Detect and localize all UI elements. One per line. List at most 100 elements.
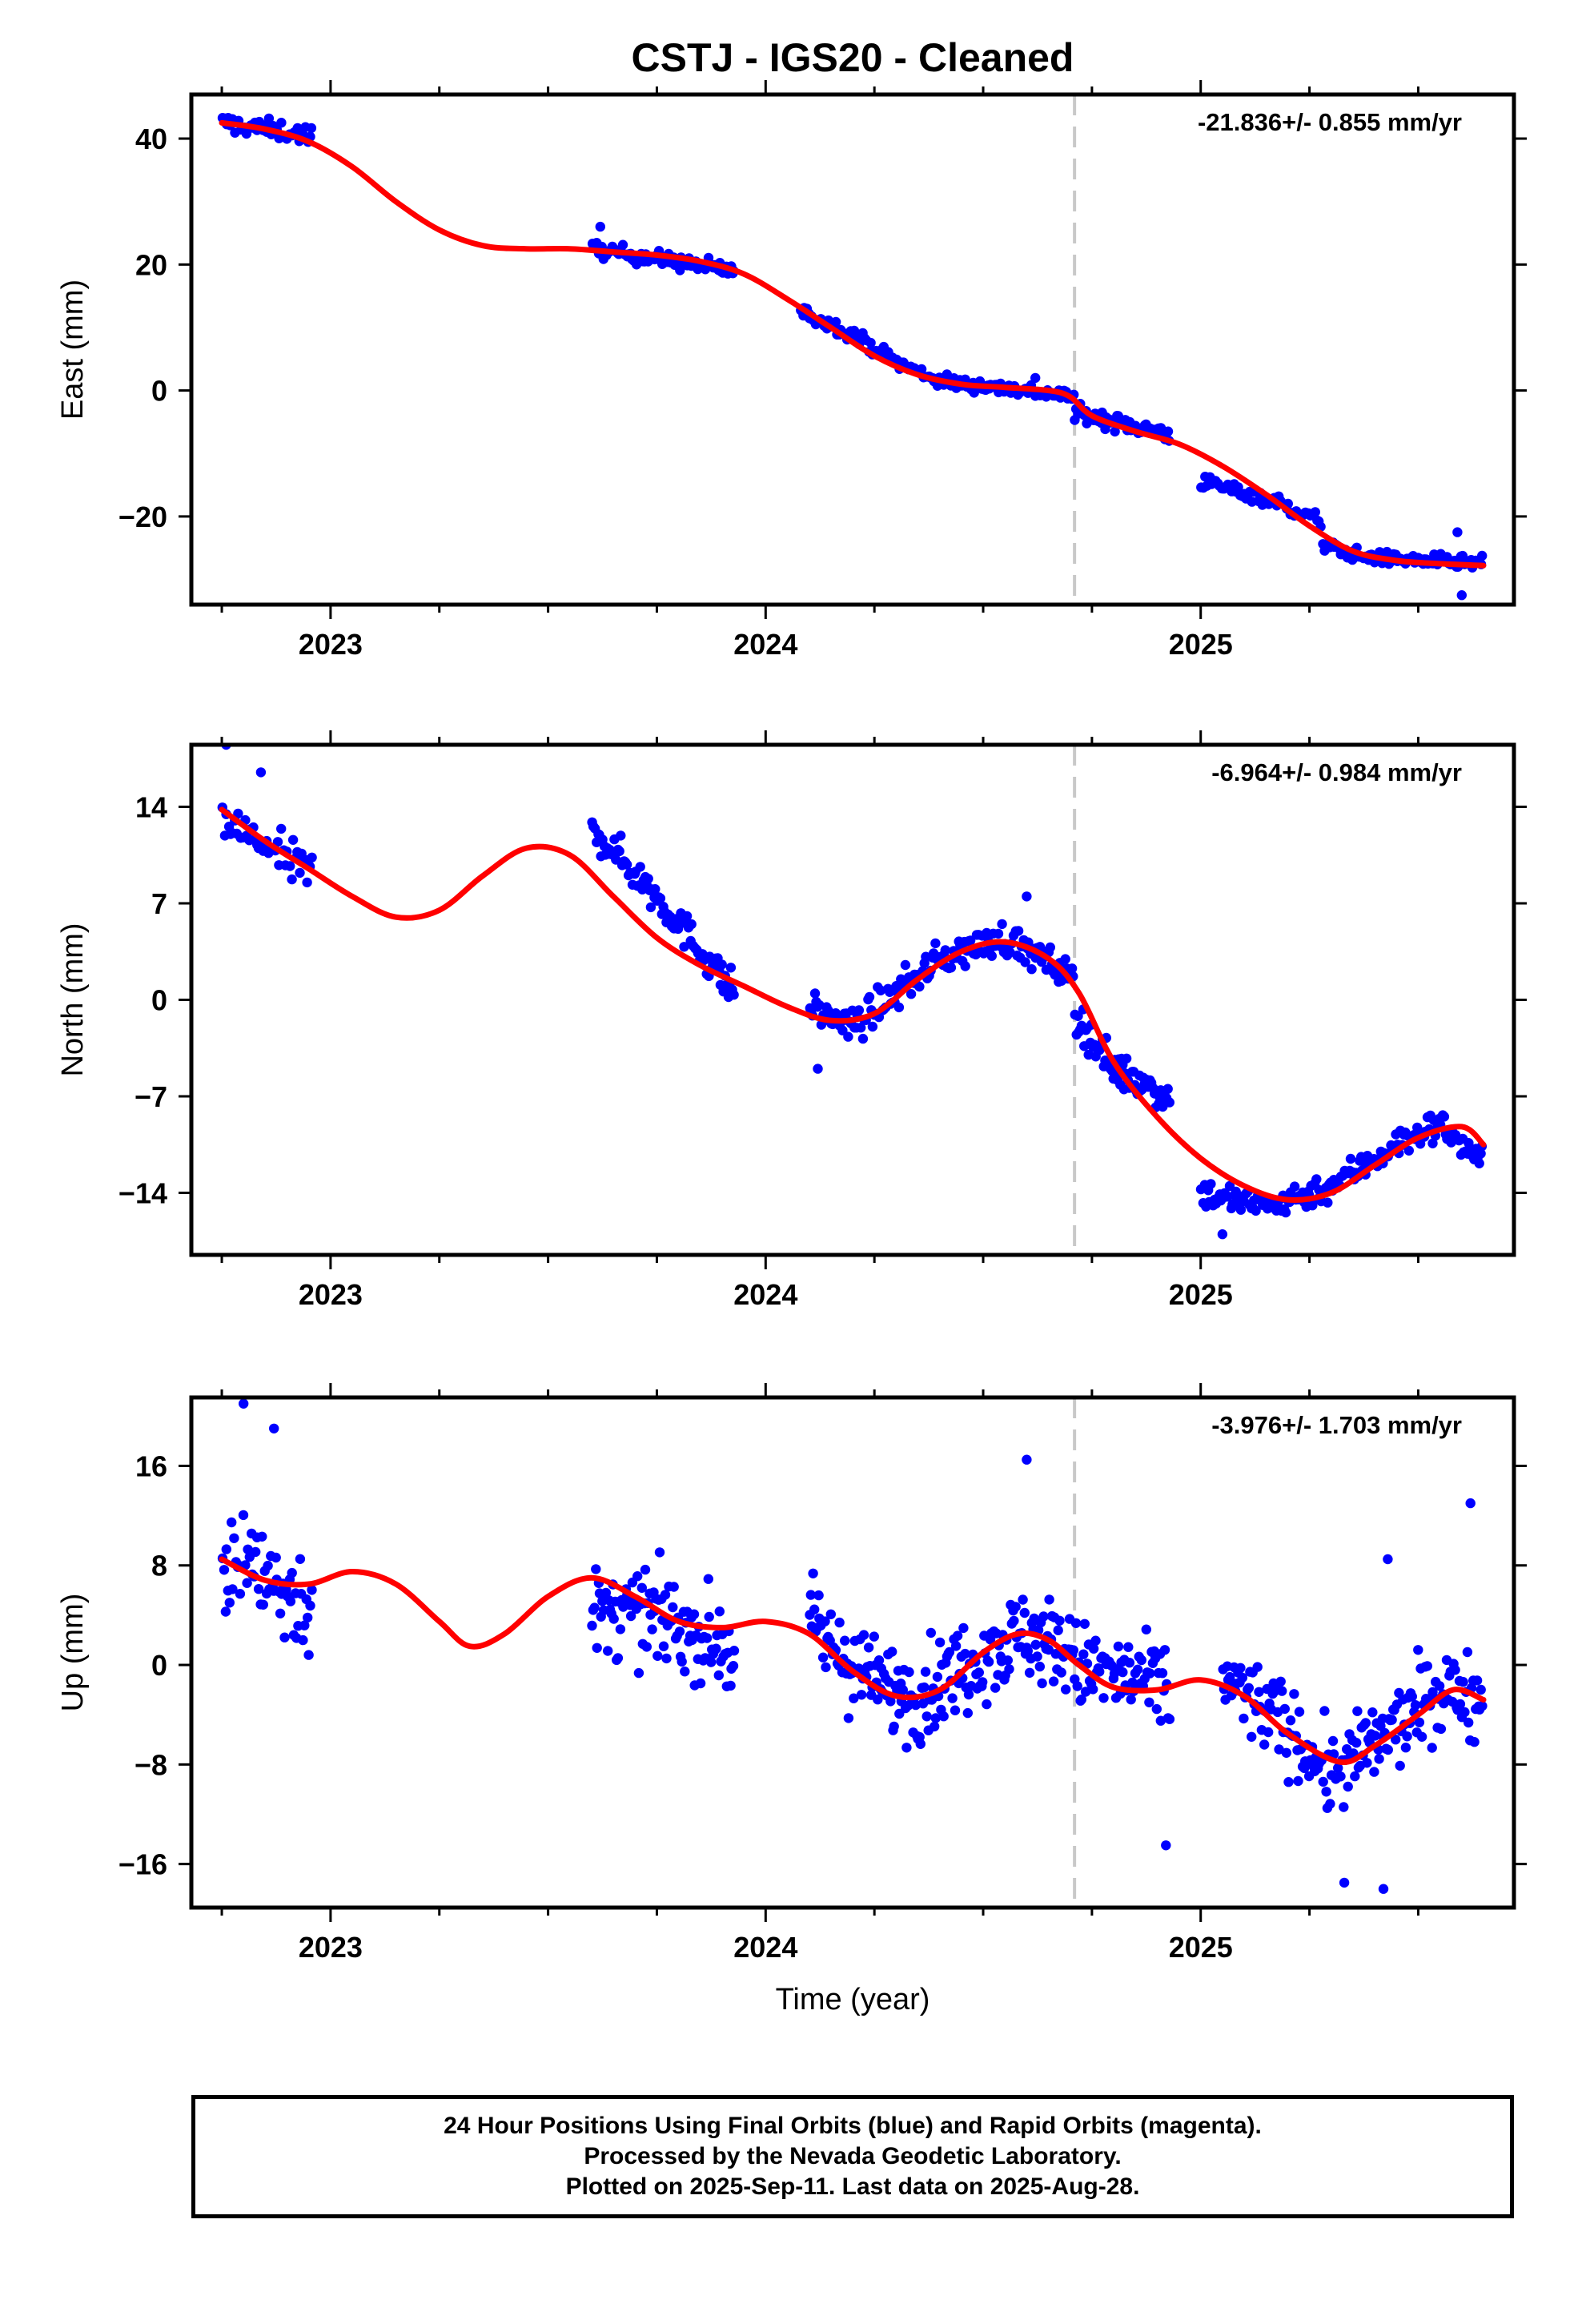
footer-caption: 24 Hour Positions Using Final Orbits (bl… xyxy=(191,2095,1514,2218)
east-ytick-label: −20 xyxy=(118,501,167,533)
up-data-point xyxy=(1472,1675,1483,1686)
up-data-point xyxy=(843,1713,854,1723)
up-data-point xyxy=(238,1510,249,1521)
north-data-point xyxy=(997,919,1007,930)
up-data-point xyxy=(592,1642,602,1653)
north-data-point xyxy=(1476,1148,1486,1159)
up-data-point xyxy=(1002,1655,1014,1666)
north-data-point xyxy=(729,990,739,1000)
up-data-point xyxy=(1293,1775,1303,1787)
north-data-point xyxy=(1217,1229,1228,1240)
up-data-point xyxy=(873,1655,885,1666)
up-data-point xyxy=(1132,1664,1143,1675)
up-data-point xyxy=(1460,1707,1470,1718)
up-data-point xyxy=(227,1584,238,1594)
east-data-point xyxy=(675,265,685,275)
east-ytick-label: 40 xyxy=(135,123,167,155)
east-frame xyxy=(189,92,1516,607)
up-data-point xyxy=(1464,1717,1474,1728)
up-data-point xyxy=(1465,1498,1476,1509)
north-data-point xyxy=(940,945,951,955)
up-data-point xyxy=(1018,1594,1028,1605)
up-data-point xyxy=(1279,1703,1291,1715)
north-data-point xyxy=(1206,1179,1216,1189)
up-data-point xyxy=(298,1634,308,1646)
up-data-point xyxy=(269,1423,279,1434)
up-data-point xyxy=(889,1721,899,1732)
east-data-point xyxy=(1477,550,1488,561)
north-data-point xyxy=(285,861,295,871)
up-data-point xyxy=(1383,1744,1394,1755)
up-data-point xyxy=(603,1646,613,1656)
up-data-point xyxy=(1387,1715,1397,1725)
up-data-point xyxy=(950,1705,961,1715)
up-data-point xyxy=(974,1667,985,1678)
up-data-point xyxy=(608,1614,619,1624)
north-xtick-label: 2023 xyxy=(299,1278,363,1311)
north-data-point xyxy=(946,963,957,973)
up-data-point xyxy=(1254,1687,1264,1697)
up-data-point xyxy=(299,1620,310,1630)
north-data-point xyxy=(679,942,689,952)
up-data-point xyxy=(1339,1877,1350,1888)
up-data-point xyxy=(1030,1639,1041,1650)
north-data-point xyxy=(857,1033,869,1044)
up-data-point xyxy=(1458,1677,1468,1687)
up-data-point xyxy=(1061,1684,1071,1695)
east-data-point xyxy=(865,337,876,348)
north-data-point xyxy=(643,874,653,884)
north-data-point xyxy=(1045,942,1056,953)
up-data-point xyxy=(229,1533,239,1544)
north-data-point xyxy=(287,874,297,885)
east-plot-area xyxy=(217,94,1488,605)
up-data-point xyxy=(279,1632,290,1642)
up-data-point xyxy=(1239,1713,1249,1724)
up-data-point xyxy=(1352,1706,1363,1716)
north-data-point xyxy=(1280,1207,1291,1218)
up-data-point xyxy=(915,1739,926,1749)
up-data-point xyxy=(243,1544,253,1555)
up-ytick-label: −8 xyxy=(135,1748,167,1781)
up-data-point xyxy=(1164,1714,1175,1724)
up-data-point xyxy=(1136,1655,1147,1666)
north-data-point xyxy=(914,981,925,992)
up-data-point xyxy=(1024,1667,1035,1678)
up-data-point xyxy=(1068,1645,1079,1655)
up-data-point xyxy=(1094,1667,1105,1677)
up-data-point xyxy=(1159,1645,1170,1655)
up-data-point xyxy=(285,1596,296,1606)
up-data-point xyxy=(983,1656,994,1667)
up-data-point xyxy=(1044,1594,1054,1605)
east-data-point xyxy=(263,113,275,124)
up-data-point xyxy=(960,1648,970,1659)
up-xtick-label: 2023 xyxy=(299,1931,363,1964)
up-data-point xyxy=(1237,1672,1248,1683)
north-data-point xyxy=(1164,1097,1175,1108)
up-data-point xyxy=(1098,1693,1109,1703)
up-data-point xyxy=(253,1584,264,1594)
up-points xyxy=(217,1398,1488,1894)
up-data-point xyxy=(632,1571,643,1582)
up-ylabel: Up (mm) xyxy=(56,1594,90,1712)
up-data-point xyxy=(1124,1658,1135,1668)
up-data-point xyxy=(1294,1707,1305,1717)
up-data-point xyxy=(221,1544,231,1554)
up-data-point xyxy=(711,1643,721,1654)
up-data-point xyxy=(728,1661,739,1671)
north-data-point xyxy=(1026,964,1037,975)
up-data-point xyxy=(869,1631,880,1642)
up-fit-curve xyxy=(219,1556,1487,1765)
up-data-point xyxy=(887,1647,897,1657)
up-data-point xyxy=(589,1602,600,1613)
up-data-point xyxy=(950,1641,962,1651)
up-data-point xyxy=(275,1608,286,1619)
up-data-point xyxy=(825,1609,837,1620)
up-data-point xyxy=(990,1683,1001,1693)
up-data-point xyxy=(625,1610,636,1622)
up-data-point xyxy=(706,1657,717,1667)
north-ylabel: North (mm) xyxy=(56,923,90,1076)
up-data-point xyxy=(1009,1615,1019,1626)
up-data-point xyxy=(1369,1767,1379,1777)
north-data-point xyxy=(681,911,693,922)
up-data-point xyxy=(680,1667,690,1677)
